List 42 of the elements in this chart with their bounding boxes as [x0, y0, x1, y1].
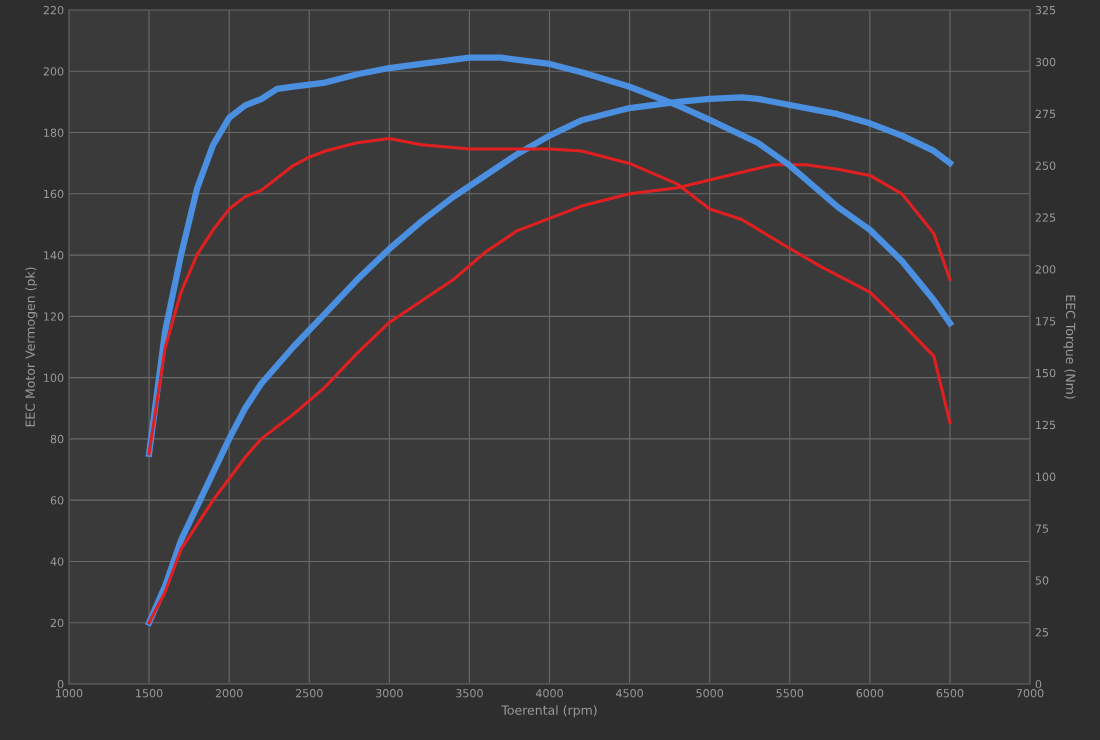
y-tick-label: 100	[44, 373, 64, 382]
y-tick-label: 160	[44, 189, 64, 199]
y2-tick-label: 25	[1035, 628, 1049, 637]
y-tick-label: 60	[50, 496, 64, 505]
y-tick-label: 80	[50, 434, 64, 444]
y2-tick-label: 275	[1035, 109, 1056, 119]
y2-tick-label: 225	[1035, 213, 1056, 222]
y2-tick-label: 150	[1036, 368, 1056, 378]
y2-tick-label: 325	[1035, 5, 1056, 15]
x-tick-label: 4000	[535, 689, 563, 698]
y-tick-label: 180	[44, 128, 64, 137]
x-tick-label: 2000	[215, 689, 243, 698]
x-tick-label: 3000	[376, 689, 403, 698]
y-tick-label: 200	[43, 67, 64, 76]
x-tick-label: 3500	[456, 689, 483, 698]
y2-tick-label: 250	[1035, 161, 1056, 170]
y-tick-label: 220	[43, 5, 64, 15]
x-tick-label: 1500	[136, 689, 163, 698]
x-tick-label: 5500	[776, 689, 804, 698]
y-tick-label: 120	[44, 312, 64, 321]
x-tick-label: 1000	[56, 689, 83, 698]
x-tick-label: 2500	[295, 689, 323, 698]
y-tick-label: 0	[57, 679, 64, 689]
y2-axis-title: EEC Torque (Nm)	[1063, 295, 1076, 399]
y-tick-label: 140	[44, 251, 64, 260]
y2-tick-label: 175	[1036, 317, 1056, 326]
y2-tick-label: 75	[1035, 524, 1049, 533]
x-tick-label: 6000	[856, 689, 884, 698]
y-tick-label: 20	[50, 618, 64, 628]
x-tick-label: 7000	[1016, 689, 1044, 698]
x-tick-label: 4500	[616, 689, 643, 698]
y2-tick-label: 50	[1035, 576, 1049, 585]
x-axis-title: Toerental (rpm)	[501, 705, 597, 718]
y2-tick-label: 200	[1035, 265, 1056, 274]
y2-tick-label: 0	[1035, 679, 1042, 689]
x-tick-label: 6500	[936, 689, 964, 698]
y2-tick-label: 125	[1036, 420, 1056, 430]
y-axis-title: EEC Motor Vermogen (pk)	[25, 267, 38, 427]
y2-tick-label: 300	[1035, 57, 1056, 67]
x-tick-label: 5000	[696, 689, 724, 698]
y2-tick-label: 100	[1036, 472, 1056, 481]
y-tick-label: 40	[50, 557, 64, 566]
